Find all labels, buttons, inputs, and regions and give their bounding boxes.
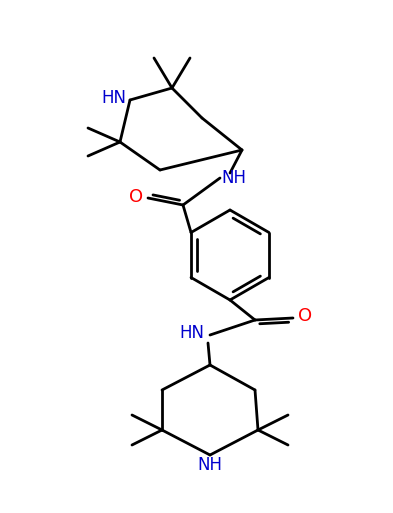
Text: NH: NH: [198, 456, 222, 474]
Text: HN: HN: [101, 89, 127, 107]
Text: O: O: [298, 307, 312, 325]
Text: NH: NH: [222, 169, 246, 187]
Text: O: O: [129, 188, 143, 206]
Text: HN: HN: [180, 324, 204, 342]
